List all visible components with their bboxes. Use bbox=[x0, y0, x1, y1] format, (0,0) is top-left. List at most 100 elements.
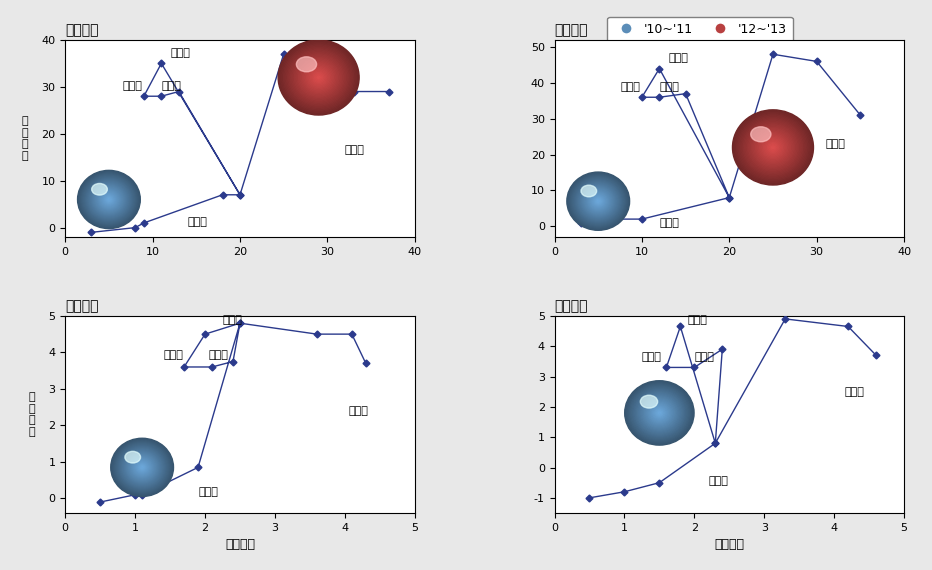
Ellipse shape bbox=[643, 398, 676, 428]
Ellipse shape bbox=[644, 399, 675, 427]
Ellipse shape bbox=[580, 184, 617, 219]
Ellipse shape bbox=[574, 179, 623, 223]
Ellipse shape bbox=[91, 184, 107, 195]
Ellipse shape bbox=[765, 140, 781, 155]
Ellipse shape bbox=[102, 193, 116, 206]
Ellipse shape bbox=[280, 41, 358, 114]
Text: 발전기: 발전기 bbox=[826, 140, 845, 149]
Y-axis label: 등
록
인
수: 등 록 인 수 bbox=[28, 392, 35, 437]
Ellipse shape bbox=[594, 197, 602, 205]
Ellipse shape bbox=[139, 465, 145, 470]
Ellipse shape bbox=[312, 71, 325, 84]
Ellipse shape bbox=[579, 183, 618, 219]
Ellipse shape bbox=[626, 382, 692, 444]
Ellipse shape bbox=[99, 190, 119, 209]
Ellipse shape bbox=[123, 450, 161, 485]
Ellipse shape bbox=[768, 142, 778, 152]
Ellipse shape bbox=[89, 181, 129, 218]
Ellipse shape bbox=[624, 381, 694, 445]
Ellipse shape bbox=[741, 117, 805, 177]
Ellipse shape bbox=[86, 178, 132, 221]
Ellipse shape bbox=[113, 440, 171, 495]
Ellipse shape bbox=[770, 145, 775, 150]
Ellipse shape bbox=[121, 448, 163, 487]
Ellipse shape bbox=[96, 188, 121, 211]
Ellipse shape bbox=[751, 127, 795, 168]
Ellipse shape bbox=[278, 40, 359, 115]
Ellipse shape bbox=[290, 51, 347, 104]
Text: 발전기: 발전기 bbox=[345, 145, 364, 154]
Ellipse shape bbox=[128, 454, 157, 481]
Ellipse shape bbox=[736, 113, 809, 181]
Text: 퇴조기: 퇴조기 bbox=[620, 82, 640, 92]
Ellipse shape bbox=[302, 62, 335, 92]
Ellipse shape bbox=[597, 200, 599, 202]
Ellipse shape bbox=[132, 459, 152, 476]
Ellipse shape bbox=[642, 397, 677, 429]
Ellipse shape bbox=[101, 192, 117, 207]
Ellipse shape bbox=[763, 139, 783, 156]
Ellipse shape bbox=[750, 126, 796, 169]
Ellipse shape bbox=[658, 412, 661, 414]
Ellipse shape bbox=[630, 386, 689, 439]
Ellipse shape bbox=[569, 174, 627, 229]
Ellipse shape bbox=[593, 196, 603, 206]
Ellipse shape bbox=[81, 173, 137, 226]
Ellipse shape bbox=[646, 400, 673, 426]
Ellipse shape bbox=[628, 384, 691, 442]
Ellipse shape bbox=[124, 451, 160, 484]
Ellipse shape bbox=[122, 449, 162, 486]
Ellipse shape bbox=[634, 389, 685, 437]
Ellipse shape bbox=[120, 447, 164, 488]
Text: 퇴조기: 퇴조기 bbox=[163, 350, 183, 360]
Ellipse shape bbox=[739, 116, 807, 179]
Ellipse shape bbox=[285, 46, 352, 109]
Text: 도입기: 도입기 bbox=[708, 476, 728, 486]
Ellipse shape bbox=[106, 197, 112, 202]
Ellipse shape bbox=[585, 190, 610, 213]
Ellipse shape bbox=[85, 177, 133, 222]
Ellipse shape bbox=[88, 180, 130, 219]
Ellipse shape bbox=[639, 394, 679, 431]
Ellipse shape bbox=[130, 456, 155, 479]
Ellipse shape bbox=[118, 445, 166, 490]
Ellipse shape bbox=[576, 181, 620, 222]
Ellipse shape bbox=[583, 188, 613, 215]
Ellipse shape bbox=[657, 411, 662, 415]
Legend: '10~'11, '12~'13: '10~'11, '12~'13 bbox=[608, 17, 793, 42]
Ellipse shape bbox=[295, 56, 341, 99]
Ellipse shape bbox=[108, 198, 110, 201]
Text: 퇴조기: 퇴조기 bbox=[122, 81, 142, 91]
Ellipse shape bbox=[135, 461, 149, 474]
Ellipse shape bbox=[297, 58, 340, 97]
Ellipse shape bbox=[283, 45, 354, 110]
Ellipse shape bbox=[300, 60, 337, 95]
Ellipse shape bbox=[744, 120, 802, 175]
Ellipse shape bbox=[652, 406, 666, 420]
Ellipse shape bbox=[78, 172, 139, 227]
Ellipse shape bbox=[649, 403, 670, 422]
Text: 부활기: 부활기 bbox=[161, 81, 181, 91]
Text: 일본특허: 일본특허 bbox=[555, 299, 588, 314]
Ellipse shape bbox=[640, 395, 658, 408]
Ellipse shape bbox=[305, 65, 332, 90]
Ellipse shape bbox=[750, 127, 771, 142]
Ellipse shape bbox=[756, 131, 790, 164]
Ellipse shape bbox=[281, 42, 356, 112]
Ellipse shape bbox=[309, 68, 328, 86]
Text: 발전기: 발전기 bbox=[844, 386, 865, 397]
Ellipse shape bbox=[129, 455, 156, 480]
Ellipse shape bbox=[91, 183, 127, 216]
Ellipse shape bbox=[77, 170, 141, 229]
Ellipse shape bbox=[92, 184, 126, 215]
Text: 도입기: 도입기 bbox=[660, 218, 679, 228]
Ellipse shape bbox=[288, 48, 350, 106]
Ellipse shape bbox=[762, 137, 784, 157]
Ellipse shape bbox=[301, 61, 336, 93]
Ellipse shape bbox=[316, 75, 322, 80]
Ellipse shape bbox=[93, 185, 125, 214]
Ellipse shape bbox=[742, 119, 804, 176]
Ellipse shape bbox=[573, 178, 624, 225]
Ellipse shape bbox=[587, 190, 610, 212]
Ellipse shape bbox=[758, 133, 788, 161]
